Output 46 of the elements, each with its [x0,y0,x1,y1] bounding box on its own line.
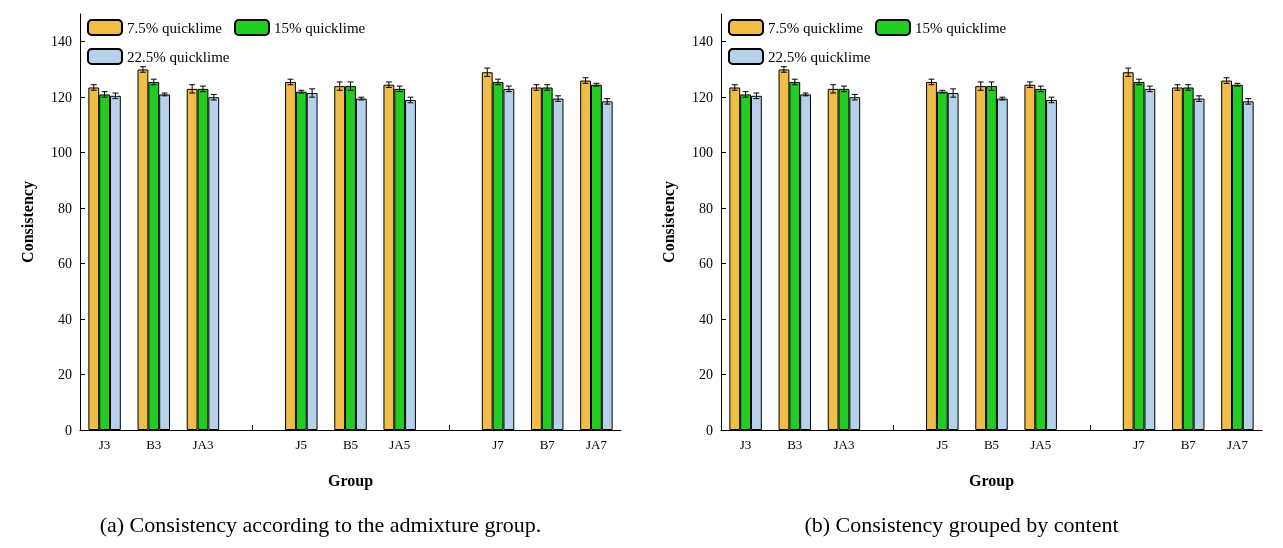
y-tick-label: 0 [706,422,713,438]
x-tick-label: B3 [146,437,162,452]
x-tick-label: J7 [492,437,505,452]
y-tick-label: 60 [58,256,72,272]
y-tick-label: 120 [692,89,713,105]
y-axis-title: Consistency [659,181,678,263]
x-tick-label: J3 [739,437,752,452]
x-tick-label: JA5 [1030,437,1052,452]
y-axis-title: Consistency [18,181,37,263]
x-tick-label: B3 [787,437,803,452]
legend-label: 15% quicklime [273,19,366,36]
legend-label: 7.5% quicklime [127,19,223,36]
y-tick-label: 80 [699,200,713,216]
y-tick-label: 60 [699,256,713,272]
y-tick-label: 80 [58,200,72,216]
x-tick-label: B5 [342,437,359,452]
y-tick-label: 120 [51,89,72,105]
legend-label: 22.5% quicklime [768,48,871,65]
x-tick-label: JA7 [1226,437,1249,452]
y-tick-label: 140 [51,34,72,50]
y-tick-label: 20 [699,367,713,383]
y-tick-label: 100 [692,145,713,161]
x-tick-label: JA7 [585,437,608,452]
y-tick-label: 20 [58,367,72,383]
y-tick-label: 40 [58,311,72,327]
x-axis-title: Group [327,471,374,490]
x-tick-label: B7 [1180,437,1197,452]
x-tick-label: JA5 [389,437,411,452]
x-tick-label: JA3 [833,437,855,452]
legend-label: 15% quicklime [914,19,1007,36]
x-tick-label: B7 [539,437,556,452]
text: (b) Consistency grouped by content [804,511,1119,537]
y-tick-label: 0 [65,422,72,438]
x-tick-label: J7 [1133,437,1146,452]
y-tick-label: 140 [692,34,713,50]
x-axis-title: Group [968,471,1015,490]
legend-label: 7.5% quicklime [768,19,864,36]
x-tick-label: B5 [983,437,1000,452]
x-tick-label: J3 [98,437,111,452]
y-tick-label: 40 [699,311,713,327]
legend-label: 22.5% quicklime [127,48,230,65]
x-tick-label: J5 [295,437,308,452]
x-tick-label: J5 [936,437,949,452]
x-tick-label: JA3 [192,437,214,452]
text: (a) Consistency according to the admixture group. [99,511,542,537]
y-tick-label: 100 [51,145,72,161]
